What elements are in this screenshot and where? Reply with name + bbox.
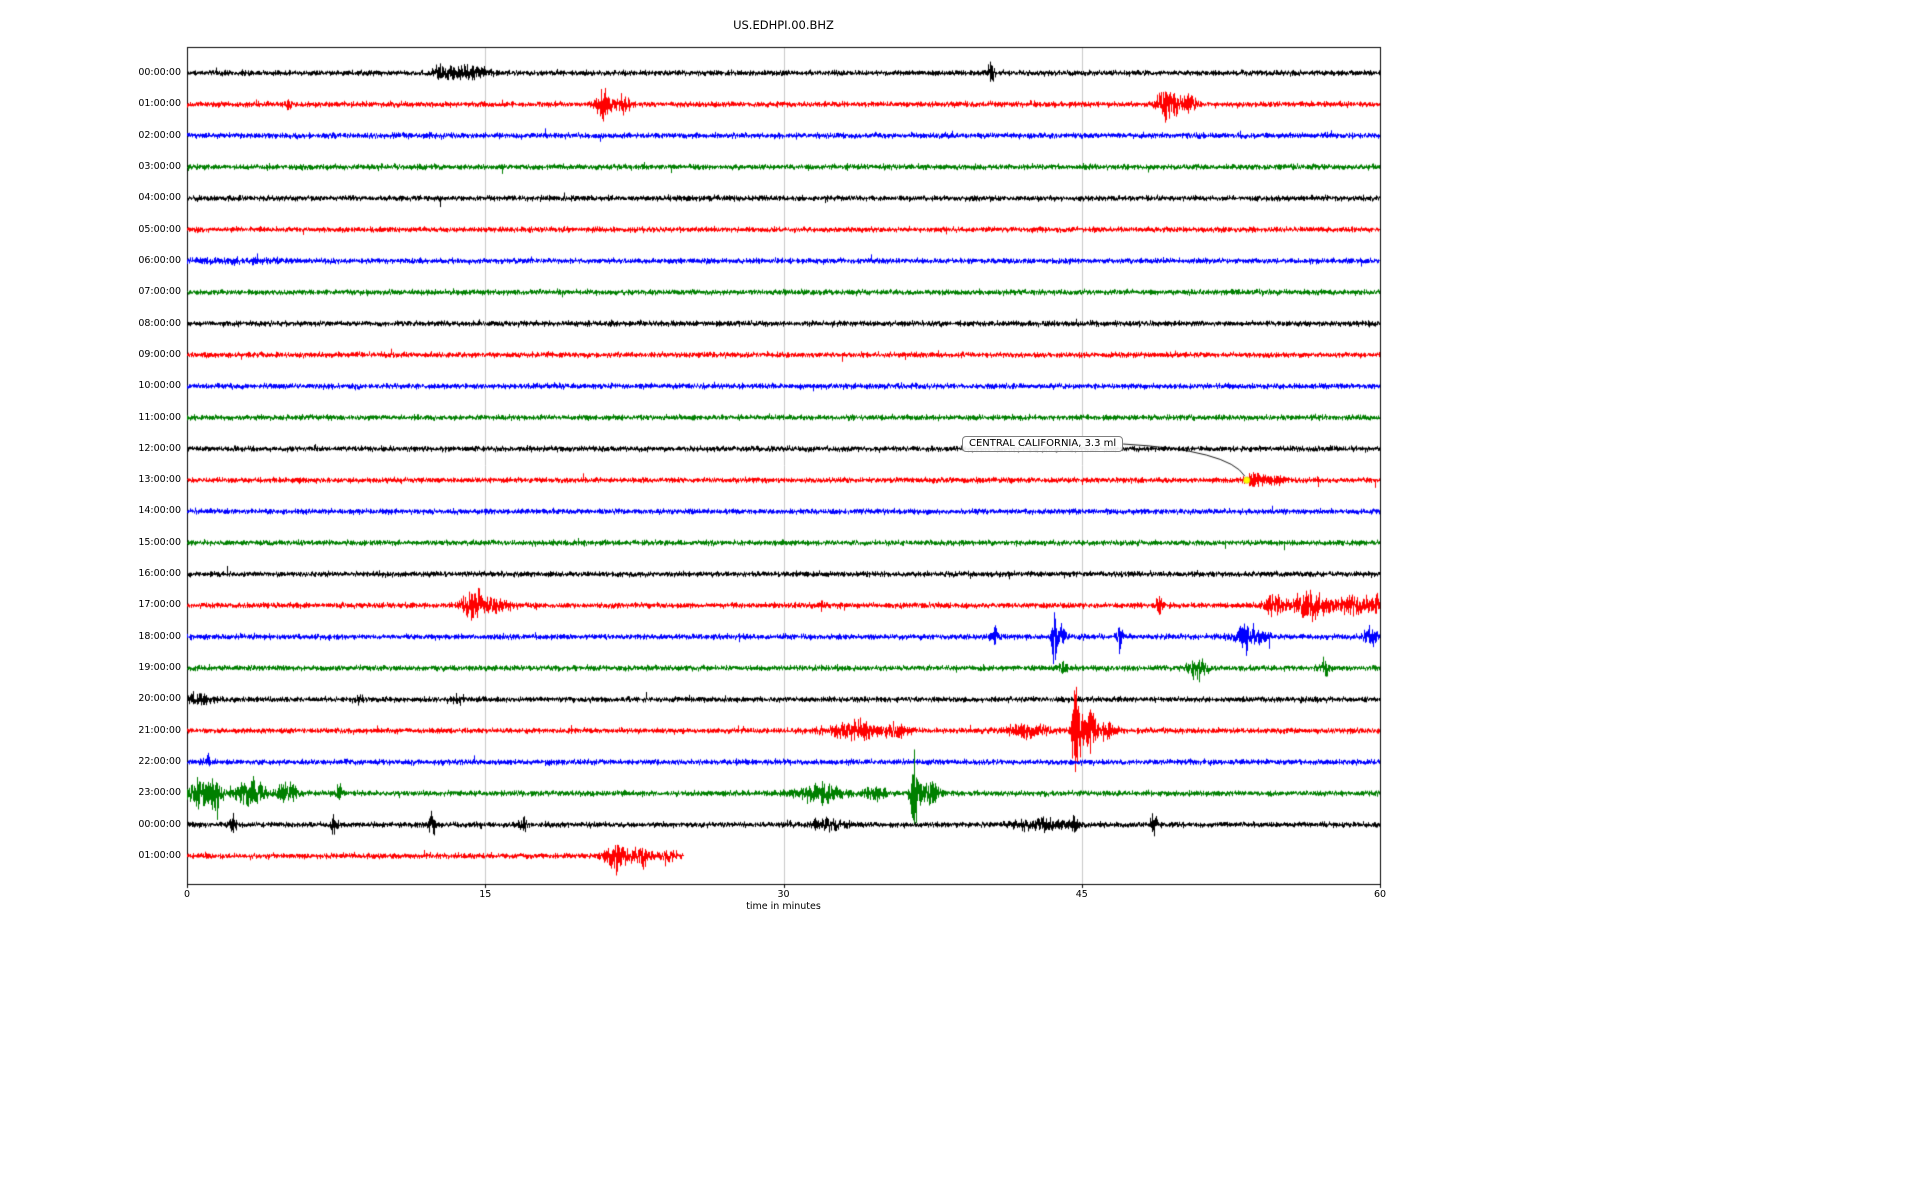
row-time-label: 09:00:00	[138, 348, 181, 360]
row-time-label: 16:00:00	[138, 568, 181, 580]
event-annotation: CENTRAL CALIFORNIA, 3.3 ml	[962, 436, 1124, 452]
row-time-label: 17:00:00	[138, 599, 181, 611]
row-time-label: 08:00:00	[138, 317, 181, 329]
row-time-label: 07:00:00	[138, 286, 181, 298]
plot-title: US.EDHPI.00.BHZ	[733, 18, 834, 32]
row-time-label: 10:00:00	[138, 380, 181, 392]
waveform-canvas	[0, 0, 1500, 960]
row-time-label: 01:00:00	[138, 850, 181, 861]
row-time-label: 12:00:00	[138, 442, 181, 454]
row-time-label: 00:00:00	[138, 818, 181, 830]
row-time-label: 06:00:00	[138, 254, 181, 266]
row-time-label: 22:00:00	[138, 756, 181, 768]
x-tick-label: 45	[1075, 889, 1088, 900]
row-time-label: 01:00:00	[138, 98, 181, 110]
row-time-label: 11:00:00	[138, 411, 181, 423]
row-time-label: 19:00:00	[138, 662, 181, 674]
x-tick-label: 60	[1373, 889, 1387, 900]
x-tick-label: 0	[183, 889, 191, 900]
row-time-label: 04:00:00	[138, 192, 181, 204]
row-time-label: 15:00:00	[138, 536, 181, 548]
x-tick-label: 15	[479, 889, 492, 900]
row-time-label: 13:00:00	[138, 474, 181, 486]
row-time-label: 21:00:00	[138, 724, 181, 736]
row-time-label: 00:00:00	[138, 67, 181, 78]
row-time-label: 02:00:00	[138, 129, 181, 141]
row-time-label: 14:00:00	[138, 505, 181, 517]
row-time-label: 18:00:00	[138, 630, 181, 642]
row-time-label: 05:00:00	[138, 223, 181, 235]
row-time-label: 20:00:00	[138, 693, 181, 705]
x-axis-title: time in minutes	[746, 901, 821, 912]
row-time-label: 03:00:00	[138, 160, 181, 172]
row-time-label: 23:00:00	[138, 787, 181, 799]
x-tick-label: 30	[777, 889, 790, 900]
